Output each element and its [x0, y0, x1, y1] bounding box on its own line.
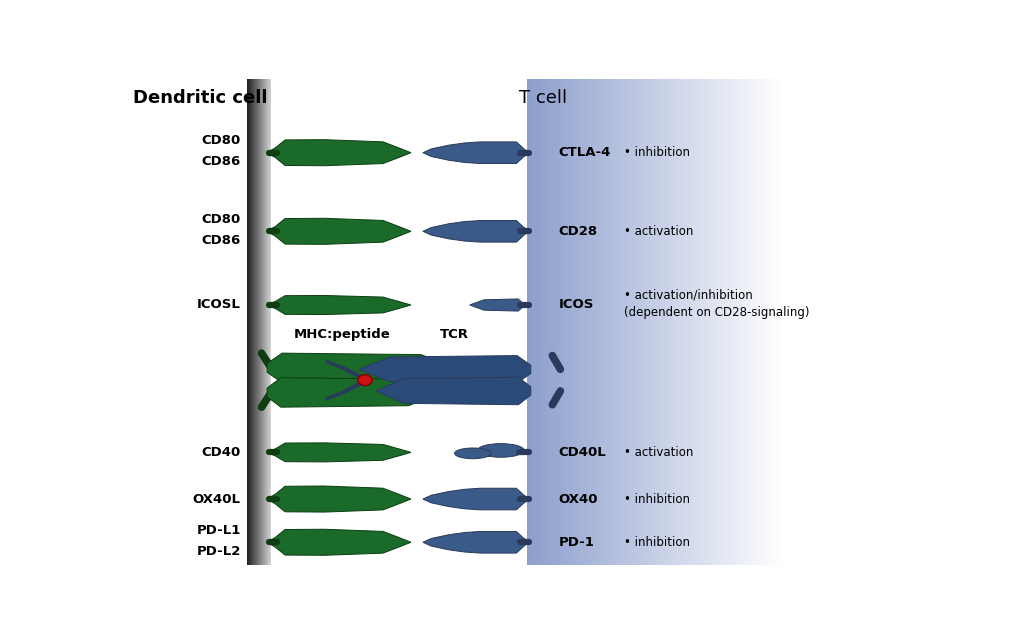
Text: • inhibition: • inhibition — [624, 146, 691, 160]
Text: (dependent on CD28-signaling): (dependent on CD28-signaling) — [624, 306, 809, 320]
Polygon shape — [376, 377, 531, 404]
Text: T cell: T cell — [519, 89, 567, 107]
Polygon shape — [423, 531, 527, 553]
Polygon shape — [423, 488, 527, 510]
Text: CD40: CD40 — [201, 446, 240, 459]
Polygon shape — [470, 299, 527, 311]
Polygon shape — [271, 443, 411, 462]
Polygon shape — [423, 221, 527, 242]
Text: • activation/inhibition: • activation/inhibition — [624, 288, 753, 302]
Polygon shape — [359, 355, 531, 383]
Ellipse shape — [358, 375, 372, 385]
Text: MHC:peptide: MHC:peptide — [294, 328, 391, 341]
Polygon shape — [423, 142, 527, 163]
Text: CD80: CD80 — [201, 135, 240, 147]
Text: • activation: • activation — [624, 446, 694, 459]
Text: CD86: CD86 — [201, 234, 240, 247]
Text: PD-L1: PD-L1 — [196, 524, 240, 537]
Text: TCR: TCR — [440, 328, 469, 341]
Ellipse shape — [477, 443, 524, 457]
Text: ICOSL: ICOSL — [197, 299, 240, 311]
Text: CD86: CD86 — [201, 155, 240, 168]
Text: • activation: • activation — [624, 225, 694, 238]
Polygon shape — [267, 353, 455, 383]
Polygon shape — [271, 218, 411, 244]
Ellipse shape — [455, 448, 491, 459]
Text: CTLA-4: CTLA-4 — [559, 146, 611, 160]
Text: PD-L2: PD-L2 — [196, 545, 240, 558]
Text: PD-1: PD-1 — [559, 536, 595, 549]
Text: • inhibition: • inhibition — [624, 493, 691, 505]
Text: OX40: OX40 — [559, 493, 598, 505]
Text: CD80: CD80 — [201, 213, 240, 226]
Text: • inhibition: • inhibition — [624, 536, 691, 549]
Polygon shape — [271, 295, 411, 315]
Polygon shape — [271, 140, 411, 166]
Polygon shape — [271, 486, 411, 512]
Text: CD28: CD28 — [559, 225, 598, 238]
Polygon shape — [267, 378, 440, 407]
Text: Dendritic cell: Dendritic cell — [133, 89, 267, 107]
Text: OX40L: OX40L — [193, 493, 240, 505]
Text: ICOS: ICOS — [559, 299, 594, 311]
Polygon shape — [271, 530, 411, 555]
Text: CD40L: CD40L — [559, 446, 606, 459]
